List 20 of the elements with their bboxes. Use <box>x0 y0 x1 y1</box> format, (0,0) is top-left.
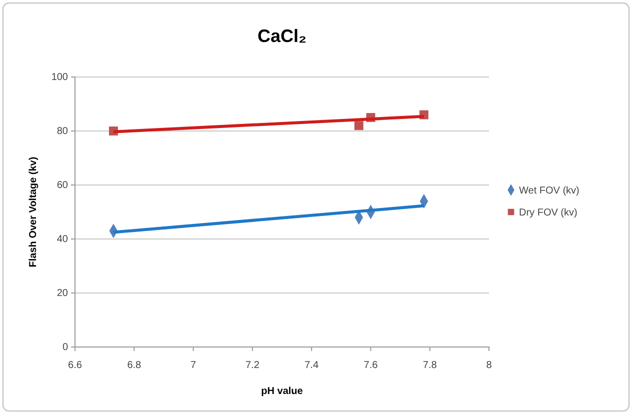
chart-title: CaCl₂ <box>257 26 307 46</box>
legend-label: Dry FOV (kv) <box>519 208 578 218</box>
x-tick-label: 6.6 <box>68 360 82 371</box>
y-tick-label: 100 <box>51 72 68 84</box>
x-tick-label: 7.8 <box>422 360 438 371</box>
y-tick-label: 60 <box>56 180 68 192</box>
y-tick-label: 20 <box>56 288 68 300</box>
y-tick-label: 0 <box>62 342 68 354</box>
legend-label: Wet FOV (kv) <box>519 186 580 196</box>
y-tick-label: 40 <box>56 234 68 246</box>
x-tick-label: 6.8 <box>127 360 142 371</box>
x-tick-label: 8 <box>486 360 492 371</box>
point <box>354 121 364 130</box>
y-axis-title: Flash Over Voltage (kv) <box>28 156 39 268</box>
x-tick-label: 7.2 <box>245 360 260 371</box>
y-tick-label: 80 <box>56 126 68 138</box>
x-tick-label: 7.4 <box>304 360 319 371</box>
x-tick-label: 7 <box>190 360 197 371</box>
x-axis-title: pH value <box>261 386 304 397</box>
x-tick-label: 7.6 <box>364 360 378 371</box>
